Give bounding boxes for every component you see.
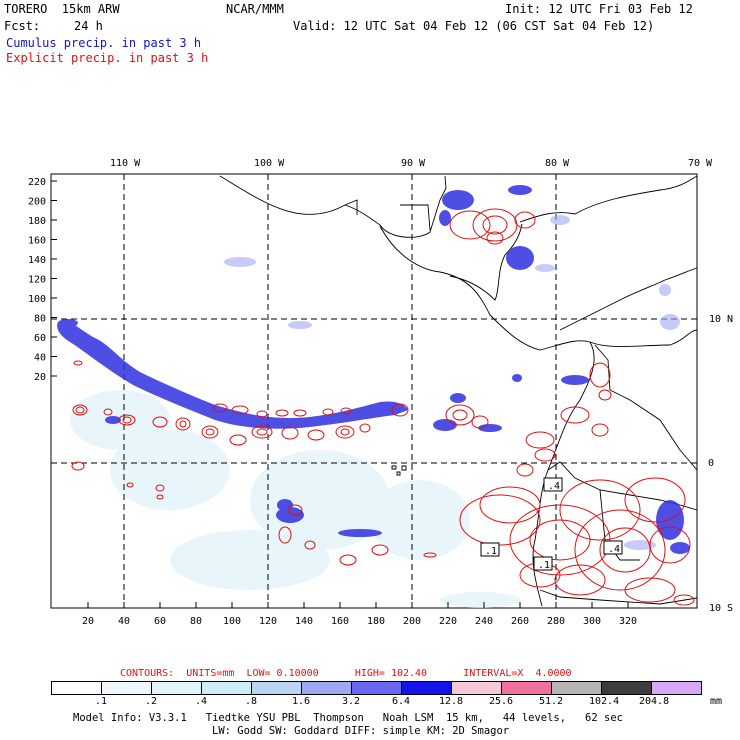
colorbar-label: 12.8 — [439, 696, 464, 707]
forecast-hours: 24 h — [74, 19, 103, 33]
center-name: NCAR/MMM — [226, 2, 284, 16]
colorbar-label: .2 — [144, 696, 158, 707]
colorbar-label: .8 — [244, 696, 258, 707]
colorbar-swatch — [201, 681, 252, 695]
contour-label-boxes — [480, 477, 623, 571]
x-tick-label: 40 — [118, 616, 130, 627]
colorbar-swatch — [351, 681, 402, 695]
y-tick-label: 20 — [34, 372, 46, 383]
contour-label: .4 — [608, 544, 620, 555]
lon-label: 80 W — [545, 158, 570, 169]
colorbar-swatch — [551, 681, 602, 695]
colorbar-swatch — [651, 681, 702, 695]
contours-low: LOW= 0.10000 — [246, 668, 319, 679]
y-tick-label: 160 — [28, 236, 46, 247]
contours-units: UNITS=mm — [186, 668, 235, 679]
colorbar-label: 3.2 — [341, 696, 361, 707]
contours-interval: INTERVAL=X 4.0000 — [463, 668, 572, 679]
lon-label: 110 W — [110, 158, 141, 169]
physics-info: LW: Godd SW: Goddard DIFF: simple KM: 2D… — [212, 725, 510, 737]
contour-label: .1 — [485, 546, 497, 557]
colorbar-swatch — [151, 681, 202, 695]
y-tick-label: 120 — [28, 275, 46, 286]
contours-high: HIGH= 102.40 — [354, 668, 428, 679]
y-axis: 220 200 180 160 140 120 100 80 60 40 20 — [28, 177, 57, 383]
x-tick-label: 100 — [223, 616, 241, 627]
x-tick-label: 220 — [439, 616, 457, 627]
contours-label: CONTOURS: — [120, 668, 175, 679]
model-info: Model Info: V3.3.1 Tiedtke YSU PBL Thomp… — [73, 712, 623, 724]
lat-label: 10 S — [709, 603, 733, 614]
colorbar-swatch — [451, 681, 502, 695]
colorbar-label: .4 — [194, 696, 208, 707]
y-tick-label: 40 — [34, 353, 46, 364]
x-tick-label: 240 — [475, 616, 493, 627]
model-name: TORERO 15km ARW — [4, 2, 120, 16]
lat-lon-grid — [51, 174, 697, 608]
x-tick-label: 300 — [583, 616, 601, 627]
lon-label: 100 W — [254, 158, 285, 169]
map-frame — [50, 173, 698, 609]
contour-label: .1 — [538, 560, 550, 571]
x-tick-label: 20 — [82, 616, 94, 627]
lat-label: 0 — [708, 458, 714, 469]
lon-label: 70 W — [688, 158, 713, 169]
y-tick-label: 100 — [28, 294, 46, 305]
x-tick-label: 200 — [403, 616, 421, 627]
y-tick-label: 180 — [28, 216, 46, 227]
colorbar-label: 25.6 — [489, 696, 514, 707]
colorbar-swatch — [251, 681, 302, 695]
x-tick-label: 320 — [619, 616, 637, 627]
y-tick-label: 200 — [28, 197, 46, 208]
lat-label: 10 N — [709, 314, 733, 325]
colorbar-swatch — [501, 681, 552, 695]
colorbar-label: .1 — [94, 696, 108, 707]
y-tick-label: 140 — [28, 255, 46, 266]
x-tick-label: 180 — [367, 616, 385, 627]
cumulus-precip — [57, 185, 690, 554]
cumulus-light — [224, 215, 680, 550]
colorbar-swatch — [601, 681, 652, 695]
init-time: Init: 12 UTC Fri 03 Feb 12 — [505, 2, 693, 16]
colorbar-label: 102.4 — [589, 696, 620, 707]
x-tick-label: 280 — [547, 616, 565, 627]
colorbar-swatch — [101, 681, 152, 695]
x-tick-label: 80 — [190, 616, 202, 627]
x-axis: 20 40 60 80 100 120 140 160 180 200 220 240 260 280 30… — [82, 602, 637, 627]
legend-explicit: Explicit precip. in past 3 h — [6, 51, 209, 65]
y-tick-label: 60 — [34, 333, 46, 344]
colorbar-label: 204.8 — [639, 696, 670, 707]
light-precip-areas — [70, 390, 520, 608]
x-tick-label: 260 — [511, 616, 529, 627]
coastlines — [219, 175, 698, 607]
explicit-precip-contours — [71, 208, 695, 606]
lon-label: 90 W — [401, 158, 426, 169]
x-tick-label: 140 — [295, 616, 313, 627]
forecast-label: Fcst: — [4, 19, 41, 33]
valid-time: Valid: 12 UTC Sat 04 Feb 12 (06 CST Sat … — [293, 19, 655, 33]
legend-cumulus: Cumulus precip. in past 3 h — [6, 36, 202, 50]
contours-info: CONTOURS: UNITS=mm LOW= 0.10000 HIGH= 10… — [120, 668, 572, 679]
colorbar-label: 1.6 — [291, 696, 311, 707]
y-tick-label: 220 — [28, 177, 46, 188]
colorbar-swatch — [401, 681, 452, 695]
colorbar-label: 6.4 — [391, 696, 411, 707]
x-tick-label: 160 — [331, 616, 349, 627]
x-tick-label: 60 — [154, 616, 166, 627]
colorbar-swatch — [301, 681, 352, 695]
colorbar-label: 51.2 — [539, 696, 564, 707]
x-tick-label: 120 — [259, 616, 277, 627]
contour-label: .4 — [548, 481, 560, 492]
colorbar-units: mm — [710, 696, 723, 707]
colorbar-swatch — [51, 681, 102, 695]
y-tick-label: 80 — [34, 314, 46, 325]
